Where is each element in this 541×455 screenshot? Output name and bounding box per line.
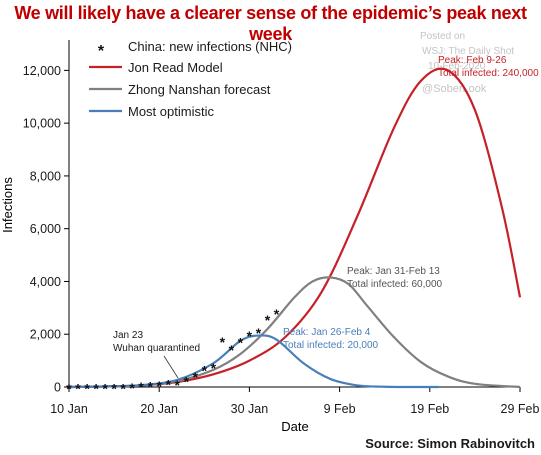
china-infection-point: * (175, 377, 181, 393)
annotation-zhong-peak: Peak: Jan 31-Feb 13 (347, 266, 440, 277)
china-infection-point: * (238, 335, 244, 351)
y-tick-label: 6,000 (30, 222, 61, 236)
china-infection-point: * (202, 362, 208, 378)
annotation-read: Peak: Feb 9-26 Total infected: 240,000 (438, 55, 539, 79)
china-infection-point: * (138, 379, 144, 395)
china-infection-point: * (111, 381, 117, 397)
annotation-read-total: Total infected: 240,000 (438, 68, 539, 79)
legend-label-optimistic: Most optimistic (128, 104, 214, 119)
china-infection-point: * (211, 360, 217, 376)
annotation-zhong: Peak: Jan 31-Feb 13 Total infected: 60,0… (347, 266, 443, 290)
china-infection-point: * (229, 342, 235, 358)
annotation-wuhan-text: Wuhan quarantined (113, 343, 200, 354)
china-infection-point: * (102, 381, 108, 397)
china-infection-point: * (220, 334, 226, 350)
legend-label-china: China: new infections (NHC) (128, 39, 292, 54)
china-infection-point: * (165, 377, 171, 393)
legend-label-read: Jon Read Model (128, 60, 223, 75)
x-tick-label: 9 Feb (324, 402, 356, 416)
annotation-wuhan: Jan 23 Wuhan quarantined (113, 330, 200, 379)
series-lines (68, 67, 522, 389)
china-infection-point: * (256, 325, 262, 341)
china-infection-point: * (193, 369, 199, 385)
watermark-source-line: WSJ: The Daily Shot (422, 46, 514, 57)
legend-label-zhong: Zhong Nanshan forecast (128, 82, 271, 97)
x-tick-label: 10 Jan (50, 402, 88, 416)
legend: * China: new infections (NHC) Jon Read M… (89, 39, 292, 119)
chart-title: We will likely have a clearer sense of t… (14, 3, 527, 44)
china-infection-point: * (156, 378, 162, 394)
watermark: Posted on WSJ: The Daily Shot 10-Feb-202… (420, 31, 514, 95)
watermark-handle: @SoberLook (422, 83, 487, 95)
annotation-optimistic: Peak: Jan 26-Feb 4 Total infected: 20,00… (283, 327, 379, 351)
annotation-optimistic-total: Total infected: 20,000 (283, 340, 379, 351)
china-infection-point: * (75, 381, 81, 397)
china-infection-point: * (84, 381, 90, 397)
china-infection-point: * (147, 378, 153, 394)
watermark-date-line: 10-Feb-2020 (428, 61, 486, 72)
y-axis-label: Infections (0, 177, 15, 233)
china-infection-point: * (93, 381, 99, 397)
y-tick-label: 12,000 (23, 64, 61, 78)
china-infection-point: * (120, 380, 126, 396)
x-axis-label: Date (281, 419, 308, 434)
china-infection-point: * (265, 312, 271, 328)
x-axis-ticks: 10 Jan 20 Jan 30 Jan 9 Feb 19 Feb 29 Feb (50, 387, 540, 416)
y-tick-label: 4,000 (30, 275, 61, 289)
x-tick-label: 30 Jan (231, 402, 269, 416)
x-tick-label: 29 Feb (501, 402, 540, 416)
x-tick-label: 19 Feb (410, 402, 449, 416)
annotation-read-peak: Peak: Feb 9-26 (438, 55, 507, 66)
y-tick-label: 0 (54, 381, 61, 395)
annotation-optimistic-peak: Peak: Jan 26-Feb 4 (283, 327, 371, 338)
y-tick-label: 10,000 (23, 117, 61, 131)
y-tick-label: 2,000 (30, 328, 61, 342)
china-infection-point: * (247, 328, 253, 344)
china-infection-point: * (129, 380, 135, 396)
annotation-zhong-total: Total infected: 60,000 (347, 279, 443, 290)
y-tick-label: 8,000 (30, 169, 61, 183)
most-optimistic-line (68, 334, 439, 389)
source-note: Source: Simon Rabinovitch (365, 436, 535, 451)
watermark-posted-on: Posted on (420, 31, 465, 42)
annotation-wuhan-date: Jan 23 (113, 330, 143, 341)
x-tick-label: 20 Jan (140, 402, 178, 416)
china-infection-point: * (184, 374, 190, 390)
legend-marker-china: * (98, 43, 105, 60)
annotation-wuhan-pointer (163, 355, 179, 379)
china-infection-point: * (274, 306, 280, 322)
y-axis-ticks: 0 2,000 4,000 6,000 8,000 10,000 12,000 (23, 64, 69, 395)
china-infections-markers: * * * * * * * * * * * * * * * * *** * * ** * (66, 306, 279, 397)
china-infection-point: * (66, 381, 72, 397)
